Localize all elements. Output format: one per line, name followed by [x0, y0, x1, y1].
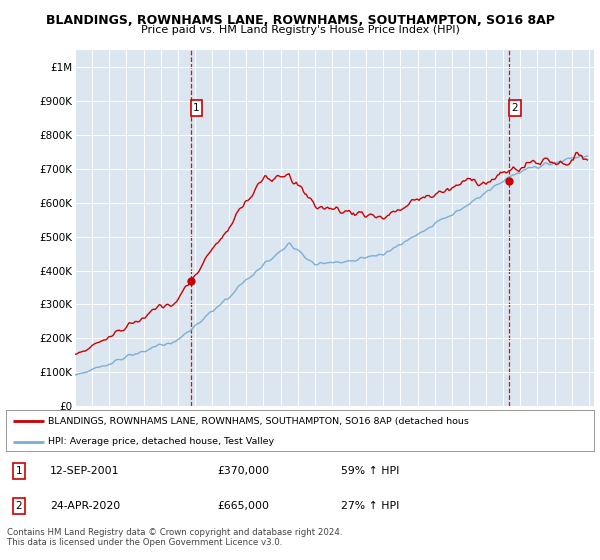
Text: HPI: Average price, detached house, Test Valley: HPI: Average price, detached house, Test…	[49, 437, 274, 446]
Text: 27% ↑ HPI: 27% ↑ HPI	[341, 501, 400, 511]
Text: £665,000: £665,000	[218, 501, 269, 511]
Text: Price paid vs. HM Land Registry's House Price Index (HPI): Price paid vs. HM Land Registry's House …	[140, 25, 460, 35]
Text: 2: 2	[16, 501, 22, 511]
Text: 1: 1	[193, 103, 200, 113]
Text: £370,000: £370,000	[218, 466, 270, 476]
Text: 1: 1	[16, 466, 22, 476]
Text: 2: 2	[511, 103, 518, 113]
Text: Contains HM Land Registry data © Crown copyright and database right 2024.
This d: Contains HM Land Registry data © Crown c…	[7, 528, 343, 547]
Text: 59% ↑ HPI: 59% ↑ HPI	[341, 466, 400, 476]
Text: BLANDINGS, ROWNHAMS LANE, ROWNHAMS, SOUTHAMPTON, SO16 8AP: BLANDINGS, ROWNHAMS LANE, ROWNHAMS, SOUT…	[46, 14, 554, 27]
Text: 24-APR-2020: 24-APR-2020	[50, 501, 121, 511]
Text: 12-SEP-2001: 12-SEP-2001	[50, 466, 119, 476]
Text: BLANDINGS, ROWNHAMS LANE, ROWNHAMS, SOUTHAMPTON, SO16 8AP (detached hous: BLANDINGS, ROWNHAMS LANE, ROWNHAMS, SOUT…	[49, 417, 469, 426]
